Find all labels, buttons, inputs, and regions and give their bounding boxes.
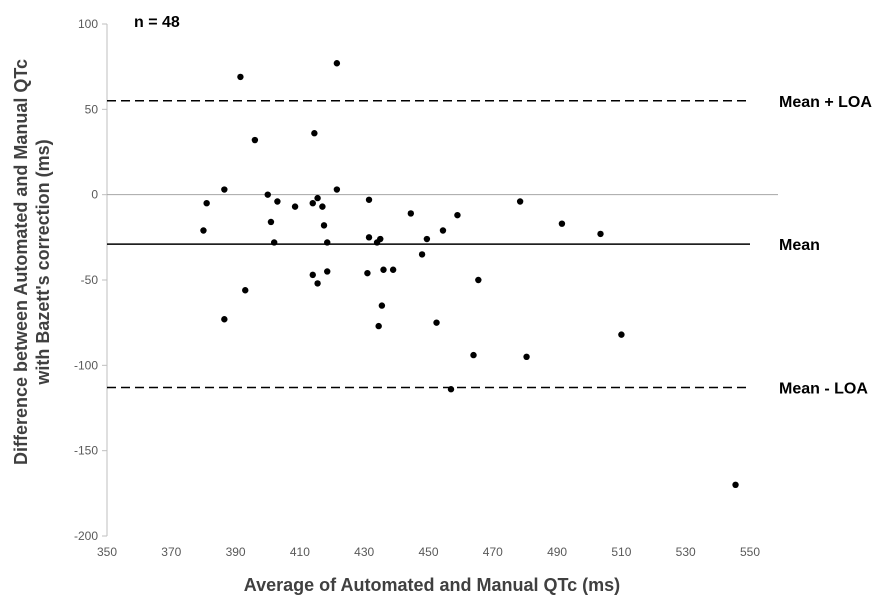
y-axis-title-line-2: with Bazett's correction (ms) (33, 139, 53, 385)
data-point (333, 60, 341, 67)
data-point (267, 218, 275, 226)
data-point (242, 287, 249, 294)
data-point (516, 198, 524, 205)
y-tick-label: 0 (91, 188, 98, 202)
y-tick-label: -200 (74, 529, 98, 543)
data-point (364, 269, 371, 277)
data-points (200, 60, 739, 488)
data-point (447, 386, 455, 393)
data-point (221, 186, 228, 193)
reference-label: Mean + LOA (779, 94, 872, 111)
data-point (732, 481, 739, 488)
data-point (558, 220, 566, 227)
data-point (470, 351, 477, 359)
labels-layer: Mean + LOA Mean Mean - LOA (779, 94, 872, 398)
data-point (418, 251, 426, 258)
y-tick-label: -100 (74, 358, 98, 372)
data-point (523, 353, 530, 360)
y-axis-title-line-1: Difference between Automated and Manual … (11, 59, 31, 465)
data-point (319, 203, 326, 210)
data-point (597, 230, 604, 238)
data-point (365, 196, 373, 203)
y-tick-label: 50 (85, 102, 99, 116)
data-point (200, 227, 207, 234)
y-tick-label: 100 (78, 17, 98, 31)
x-tick-label: 390 (226, 545, 246, 559)
x-axis-title: Average of Automated and Manual QTc (ms) (244, 575, 620, 595)
data-point (274, 198, 281, 205)
x-tick-label: 450 (418, 545, 438, 559)
data-point (320, 222, 328, 229)
data-point (203, 200, 210, 207)
reference-lines (107, 100, 750, 389)
x-tick-label: 470 (483, 545, 503, 559)
axes-layer: -200 -150 -100 -50 0 50 100 350 370 390 410 430 450 4… (74, 17, 778, 559)
data-point (389, 266, 397, 273)
data-point (251, 136, 259, 144)
data-point (423, 235, 431, 243)
data-point (439, 227, 447, 234)
x-tick-label: 430 (354, 545, 374, 559)
data-point (264, 191, 271, 198)
data-point (309, 271, 316, 279)
data-point (221, 316, 228, 323)
data-point (311, 130, 318, 137)
data-point (324, 268, 331, 275)
data-point (314, 194, 321, 202)
x-tick-label: 350 (97, 545, 117, 559)
data-point (309, 200, 316, 207)
data-point (475, 276, 482, 284)
data-point (378, 302, 386, 309)
data-point (237, 73, 244, 81)
sample-size-label: n = 48 (134, 14, 180, 31)
data-point (333, 186, 341, 193)
data-point (291, 203, 299, 210)
data-point (433, 319, 440, 326)
data-point (314, 280, 321, 287)
y-tick-label: -150 (74, 444, 98, 458)
data-point (270, 239, 278, 246)
x-tick-label: 550 (740, 545, 760, 559)
x-tick-label: 510 (611, 545, 631, 559)
reference-label: Mean (779, 237, 820, 254)
data-point (377, 235, 384, 243)
reference-label: Mean - LOA (779, 381, 868, 398)
x-tick-label: 490 (547, 545, 567, 559)
data-point (380, 266, 387, 273)
data-point (407, 210, 415, 217)
y-tick-label: -50 (81, 273, 99, 287)
data-point (365, 234, 373, 241)
data-point (618, 331, 625, 338)
data-point (324, 239, 331, 246)
x-tick-label: 370 (161, 545, 181, 559)
data-point (375, 322, 382, 330)
data-point (454, 211, 461, 219)
x-tick-label: 410 (290, 545, 310, 559)
x-tick-label: 530 (676, 545, 696, 559)
